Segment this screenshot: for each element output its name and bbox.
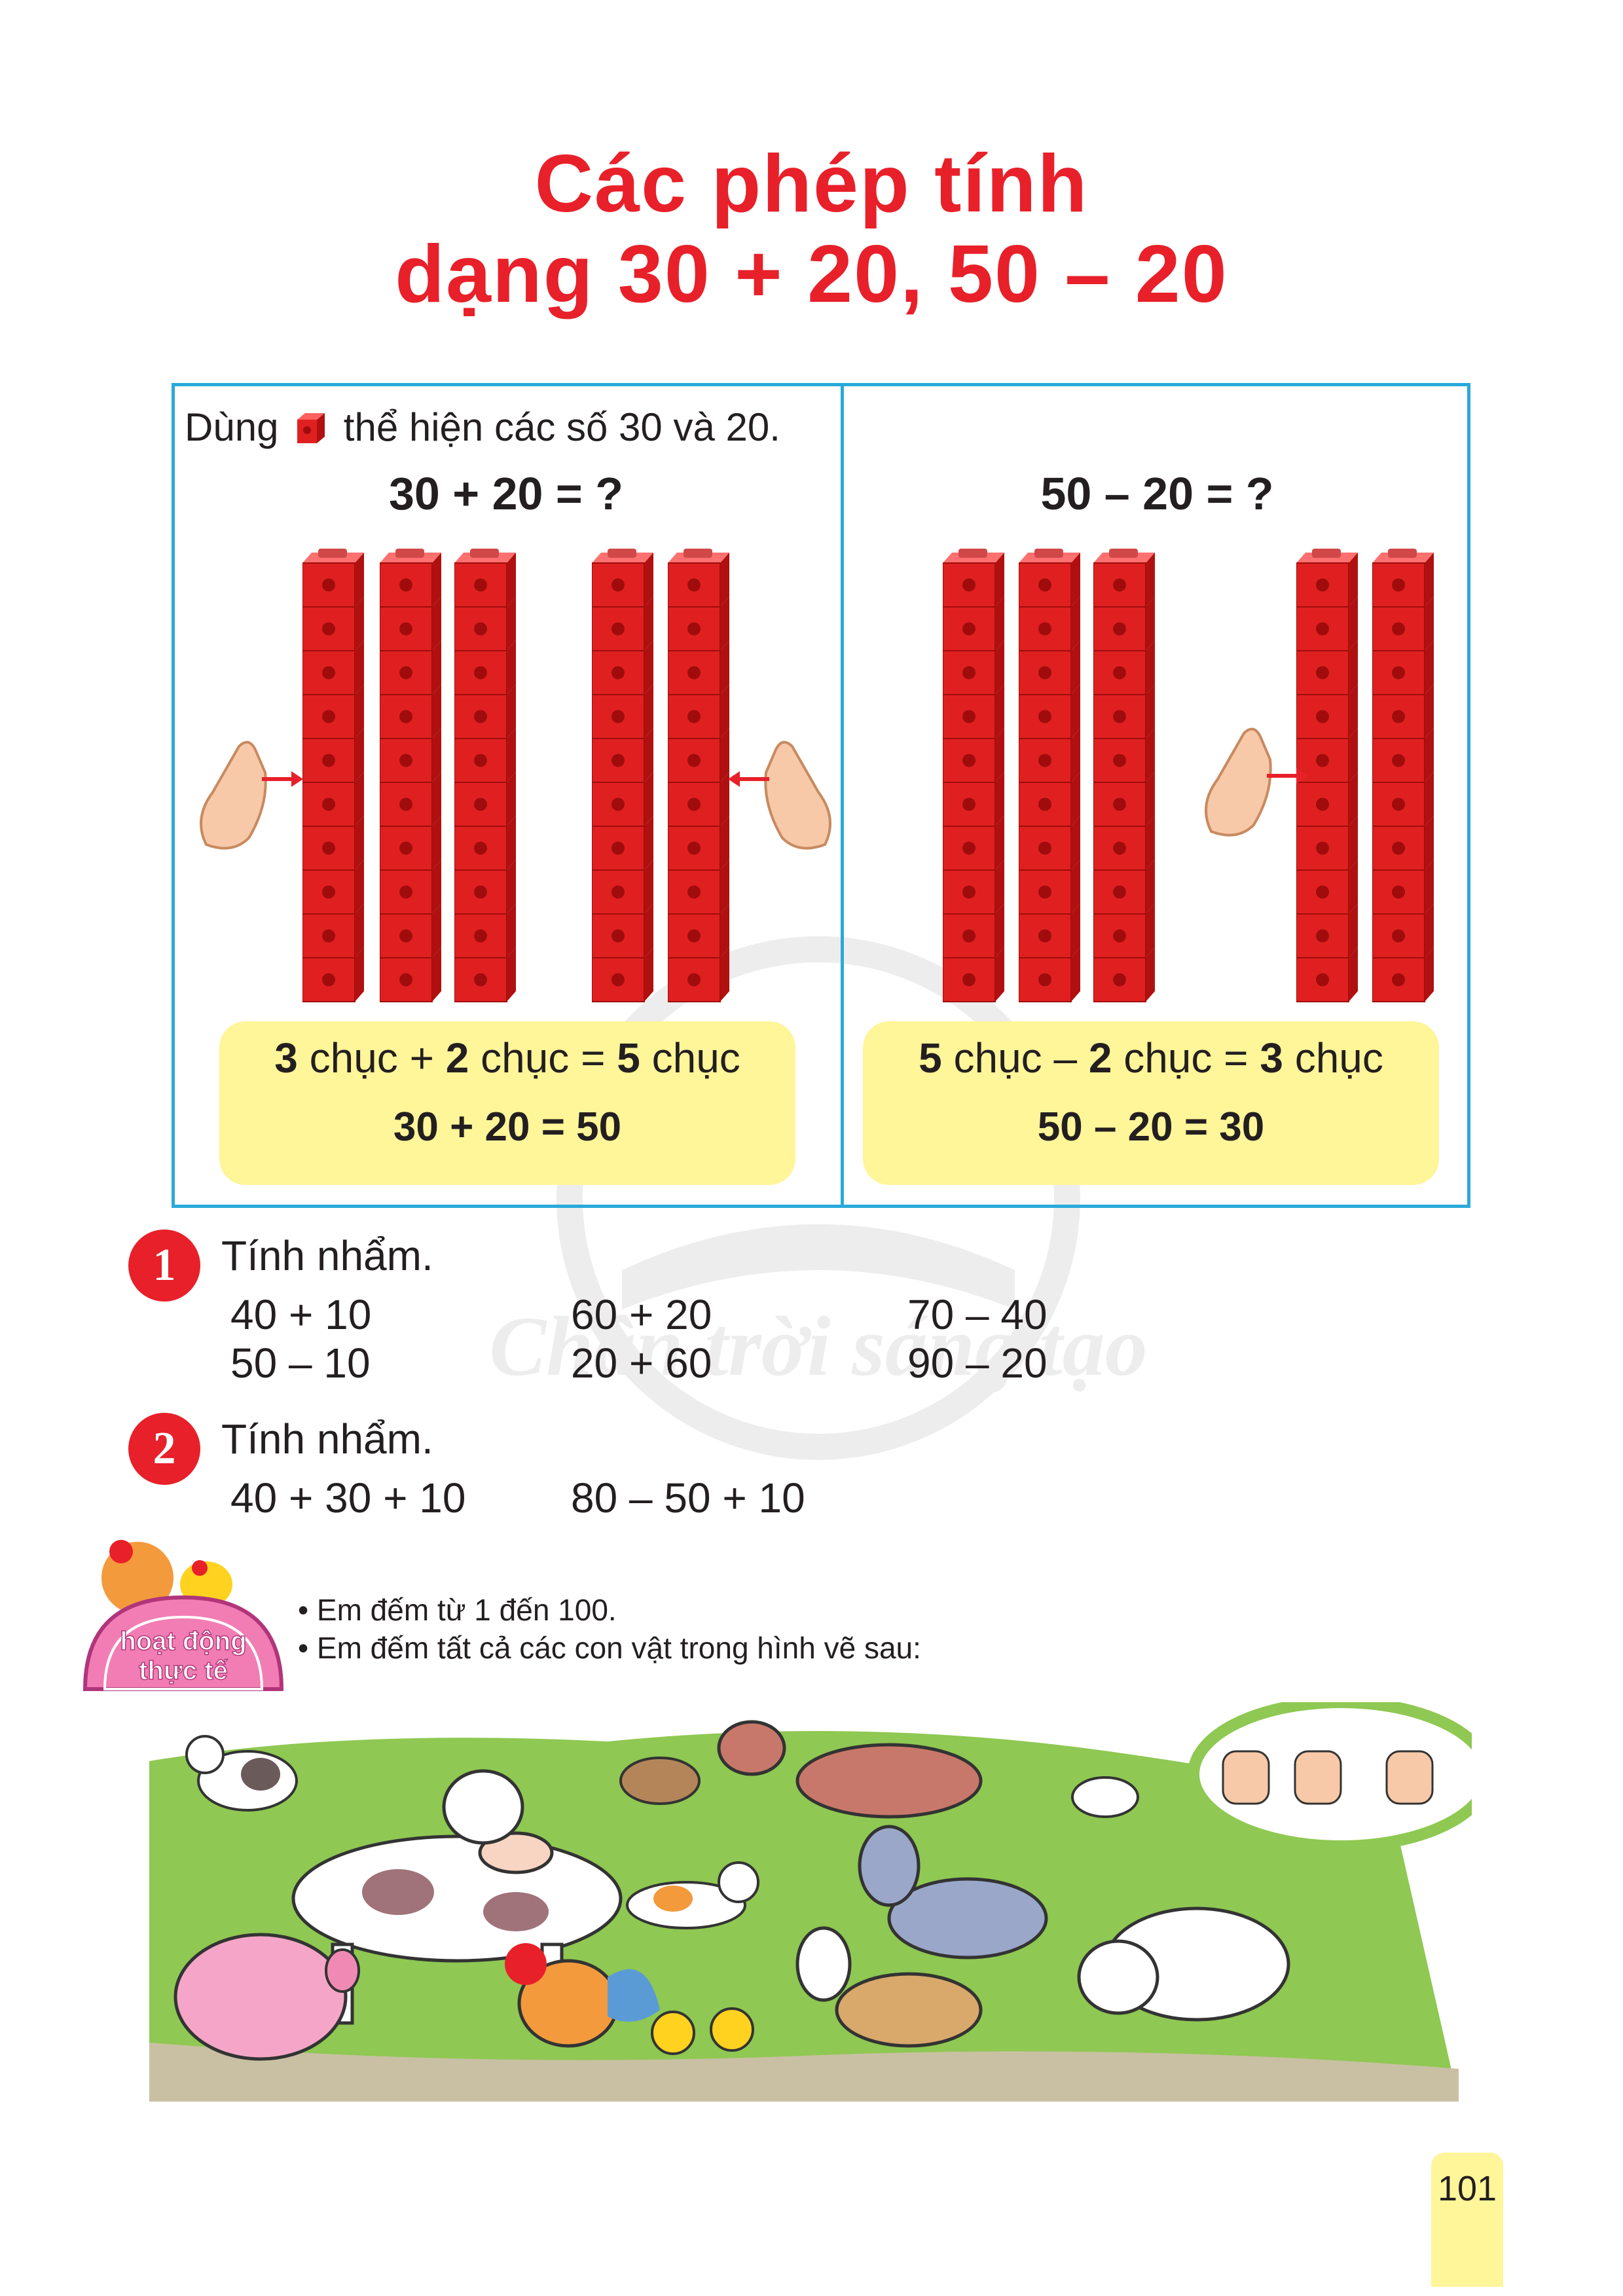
exercise-2-item: 40 + 30 + 10 [230,1474,466,1522]
right-question: 50 – 20 = ? [1040,468,1274,519]
ten-cube-rod [667,549,731,1010]
exercise-1-item: 70 – 40 [907,1291,1048,1338]
ten-cube-rod [1296,549,1359,1010]
watermark-logo: Chân trời sáng tạo [458,903,1178,1493]
intro-text: Dùng thể hiện các số 30 và 20. [185,405,780,450]
counting-hands-bubble [1188,1696,1494,1852]
chick-icon [651,2007,754,2055]
rabbit-icon [1071,1776,1139,1818]
model-frame [172,383,1470,1208]
page-title-line1: Các phép tính [534,139,1089,229]
ten-cube-rod [1018,549,1082,1010]
left-summary-box: 3 chục + 2 chục = 5 chục 30 + 20 = 50 [219,1021,795,1185]
activity-badge-line1: hoạt động [120,1627,246,1656]
left-summary-line: 3 chục + 2 chục = 5 chục [274,1034,740,1082]
exercise-1-item: 50 – 10 [230,1339,371,1387]
exercise-1-badge: 1 [128,1230,200,1302]
ten-cube-rod [379,549,443,1010]
activity-bullet: • Em đếm từ 1 đến 100. [298,1593,617,1627]
push-hand-icon [1192,720,1309,848]
intro-before: Dùng [185,405,279,449]
rooster-icon [505,1943,660,2048]
right-summary-line: 5 chục – 2 chục = 3 chục [919,1034,1383,1082]
donkey-icon [858,1825,1048,1959]
dog-icon [619,1757,701,1805]
intro-after: thể hiện các số 30 và 20. [343,405,780,449]
ten-cube-rod [454,549,517,1010]
ten-cube-rod [1372,549,1435,1010]
exercise-2-title: Tính nhẩm. [221,1415,433,1463]
cat-icon [626,1861,759,1929]
activity-badge: hoạt động thực tế [75,1532,285,1705]
exercise-1-item: 20 + 60 [571,1339,712,1387]
activity-bullet: • Em đếm tất cả các con vật trong hình v… [298,1631,921,1665]
farm-animals-illustration [149,1696,1494,2111]
left-result: 30 + 20 = 50 [393,1104,622,1150]
frame-divider [841,383,844,1208]
watermark-text: Chân trời sáng tạo [489,1300,1147,1394]
right-summary-box: 5 chục – 2 chục = 3 chục 50 – 20 = 30 [863,1021,1439,1185]
ten-cube-rod [591,549,655,1010]
ten-cube-rod [302,549,365,1010]
ten-cube-rod [942,549,1006,1010]
goat-icon [795,1926,983,2048]
exercise-1-title: Tính nhẩm. [221,1232,433,1279]
right-hand-icon [727,733,845,861]
ten-cube-rod [1093,549,1156,1010]
calf-icon [185,1735,298,1812]
exercise-2-badge: 2 [128,1413,200,1485]
sheep-icon [1077,1906,1290,2022]
right-result: 50 – 20 = 30 [1037,1104,1265,1150]
exercise-2-item: 80 – 50 + 10 [571,1474,805,1522]
horse-icon [717,1720,983,1819]
pig-icon [173,1933,360,2061]
cube-icon [293,410,329,445]
page-title-line2: dạng 30 + 20, 50 – 20 [395,229,1228,319]
exercise-1-item: 60 + 20 [571,1291,712,1338]
page-number: 101 [1431,2153,1503,2287]
left-question: 30 + 20 = ? [388,468,624,519]
exercise-1-item: 90 – 20 [907,1339,1048,1387]
activity-badge-line2: thực tế [139,1656,228,1685]
left-hand-icon [187,733,304,861]
exercise-1-item: 40 + 10 [230,1291,372,1338]
